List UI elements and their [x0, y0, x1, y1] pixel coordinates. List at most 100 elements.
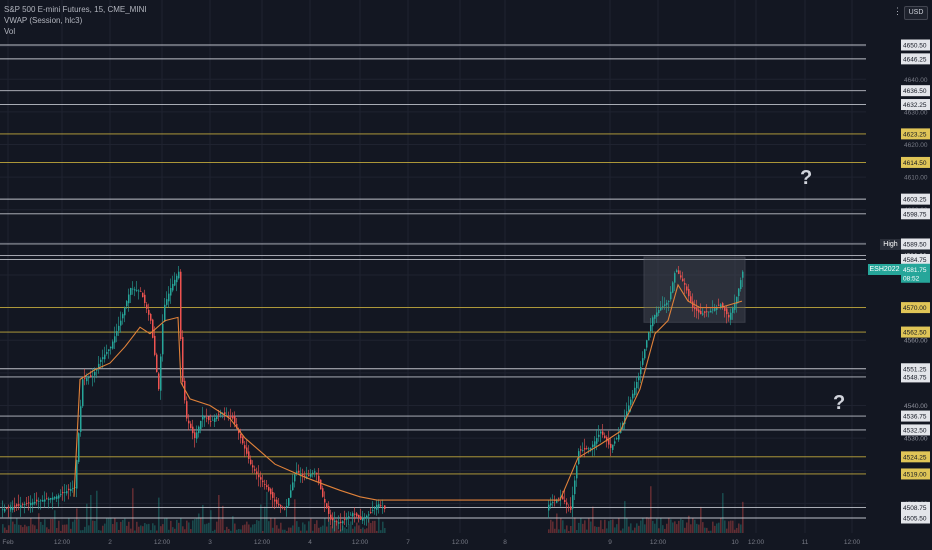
- y-tick-label: 4620.00: [904, 142, 928, 149]
- volume-bar: [572, 518, 574, 533]
- level-price-tag: [901, 371, 930, 383]
- level-price-label: 4536.75: [903, 414, 927, 421]
- vwap-indicator-label[interactable]: VWAP (Session, hlc3): [4, 16, 83, 25]
- volume-bar: [162, 524, 164, 533]
- volume-bar: [130, 528, 132, 533]
- volume-bar: [710, 530, 712, 533]
- candle-body: [272, 492, 274, 498]
- volume-bar: [8, 525, 10, 533]
- volume-bar: [90, 494, 92, 533]
- volume-bar: [4, 527, 6, 533]
- candle-body: [562, 496, 564, 500]
- candle-body: [328, 505, 330, 514]
- volume-bar: [136, 521, 138, 533]
- candle-body: [116, 331, 118, 336]
- volume-bar: [10, 501, 12, 533]
- candle-body: [722, 303, 724, 308]
- volume-bar: [80, 530, 82, 533]
- level-price-label: 4623.25: [903, 131, 927, 138]
- candle-body: [28, 502, 30, 504]
- candle-body: [282, 507, 284, 509]
- candle-body: [572, 495, 574, 509]
- candle-body: [90, 375, 92, 377]
- volume-bar: [306, 530, 308, 533]
- candle-body: [582, 450, 584, 451]
- candle-body: [146, 304, 148, 309]
- level-price-tag: [901, 39, 930, 51]
- currency-button[interactable]: USD: [904, 6, 928, 20]
- candle-body: [662, 305, 664, 307]
- candle-body: [186, 401, 188, 419]
- candle-body: [656, 312, 658, 317]
- volume-bar: [224, 530, 226, 533]
- level-price-label: 4650.50: [903, 43, 927, 50]
- candle-body: [738, 288, 740, 297]
- volume-bar: [324, 518, 326, 533]
- volume-bar: [196, 518, 198, 533]
- volume-bar: [278, 528, 280, 533]
- volume-bar: [118, 529, 120, 533]
- volume-bar: [630, 523, 632, 533]
- candle-body: [628, 405, 630, 412]
- volume-bar: [738, 523, 740, 533]
- volume-bar: [274, 518, 276, 533]
- level-price-label: 4532.50: [903, 427, 927, 434]
- level-price-tag: [901, 53, 930, 65]
- candle-body: [326, 503, 328, 509]
- more-menu-icon[interactable]: ⋮: [893, 6, 902, 16]
- volume-bar: [256, 520, 258, 533]
- volume-bar: [672, 522, 674, 533]
- candle-body: [596, 438, 598, 444]
- candle-body: [248, 451, 250, 459]
- candle-body: [156, 354, 158, 373]
- candle-body: [290, 490, 292, 498]
- candle-body: [32, 502, 34, 505]
- candle-body: [574, 480, 576, 495]
- volume-bar: [228, 528, 230, 533]
- volume-bar: [706, 527, 708, 533]
- volume-bar: [700, 506, 702, 533]
- candle-body: [610, 443, 612, 448]
- candle-body: [258, 474, 260, 478]
- candle-body: [142, 292, 144, 298]
- candle-body: [174, 279, 176, 286]
- y-tick-label: 4610.00: [904, 175, 928, 182]
- volume-bar: [560, 518, 562, 533]
- volume-indicator-label[interactable]: Vol: [4, 27, 16, 36]
- candle-body: [350, 514, 352, 516]
- level-price-tag: [901, 410, 930, 422]
- volume-bar: [140, 525, 142, 533]
- y-tick-label: 4630.00: [904, 109, 928, 116]
- candle-body: [668, 301, 670, 302]
- volume-bar: [364, 529, 366, 533]
- volume-bar: [12, 521, 14, 533]
- volume-bar: [26, 526, 28, 533]
- level-price-tag: [901, 253, 930, 265]
- volume-bar: [190, 529, 192, 533]
- candle-body: [740, 280, 742, 290]
- volume-bar: [34, 525, 36, 533]
- volume-bar: [586, 529, 588, 533]
- level-price-label: 4589.50: [903, 241, 927, 248]
- volume-bar: [152, 523, 154, 533]
- candle-body: [568, 506, 570, 508]
- volume-bar: [690, 524, 692, 533]
- candle-body: [316, 472, 318, 475]
- candle-body: [230, 416, 232, 418]
- volume-bar: [170, 520, 172, 533]
- candle-body: [132, 288, 134, 290]
- volume-bar: [742, 501, 744, 533]
- candle-body: [256, 471, 258, 474]
- volume-bar: [142, 526, 144, 533]
- candle-body: [52, 497, 54, 500]
- candle-body: [126, 301, 128, 307]
- candle-body: [66, 491, 68, 494]
- candle-body: [552, 502, 554, 503]
- candle-body: [264, 483, 266, 485]
- volume-bar: [164, 518, 166, 533]
- candle-body: [318, 475, 320, 482]
- volume-bar: [280, 522, 282, 533]
- candle-body: [50, 498, 52, 500]
